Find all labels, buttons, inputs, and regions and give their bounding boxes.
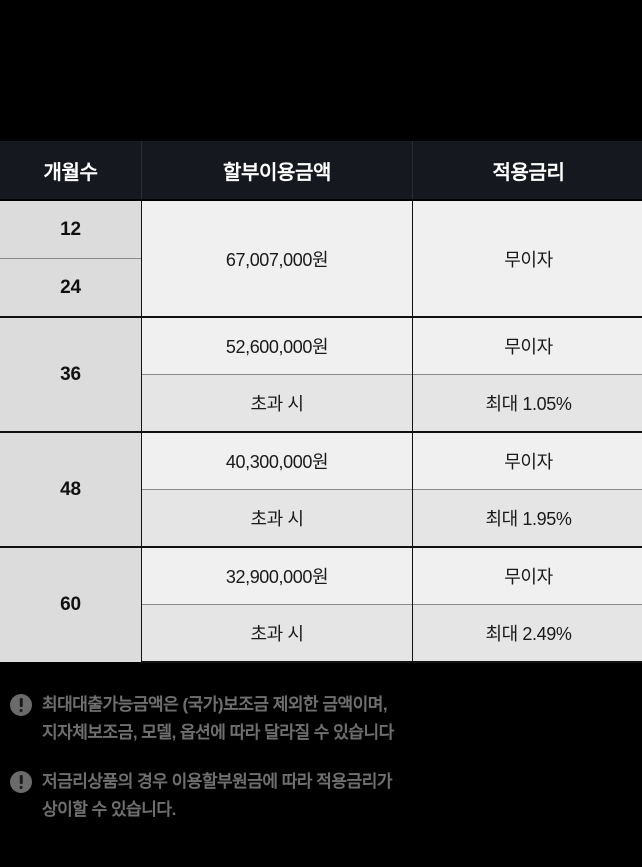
table-body: 12 67,007,000원 무이자 24 36 52,600,000원 무이자… [0, 199, 642, 663]
rate-cell-60: 무이자 [412, 546, 642, 605]
footnote-text: 저금리상품의 경우 이용할부원금에 따라 적용금리가 상이할 수 있습니다. [42, 772, 392, 819]
footnotes: 최대대출가능금액은 (국가)보조금 제외한 금액이며, 지자체보조금, 모델, … [0, 663, 642, 824]
table-row: 초과 시 최대 1.95% [0, 489, 642, 547]
month-cell-24: 24 [0, 258, 142, 317]
table-row: 36 52,600,000원 무이자 [0, 316, 642, 432]
amount-cell-36: 52,600,000원 [141, 316, 413, 375]
table-header-row: 개월수 할부이용금액 적용금리 [0, 141, 642, 201]
exclamation-circle-icon [10, 771, 32, 794]
amount-cell-48-excess: 초과 시 [141, 489, 413, 547]
amount-cell-60: 32,900,000원 [141, 546, 413, 605]
table-row: 12 67,007,000원 무이자 [0, 199, 642, 317]
month-cell-48: 48 [0, 431, 142, 547]
column-header-rate: 적용금리 [412, 141, 642, 201]
footnote-text: 최대대출가능금액은 (국가)보조금 제외한 금액이며, 지자체보조금, 모델, … [42, 695, 394, 742]
column-header-amount: 할부이용금액 [141, 141, 413, 201]
rate-cell-36: 무이자 [412, 316, 642, 375]
footnote-item: 최대대출가능금액은 (국가)보조금 제외한 금액이며, 지자체보조금, 모델, … [0, 691, 642, 746]
exclamation-circle-icon [10, 694, 32, 716]
footnote-item: 저금리상품의 경우 이용할부원금에 따라 적용금리가 상이할 수 있습니다. [0, 768, 642, 823]
table-row: 24 [0, 258, 642, 317]
rate-cell-48-excess: 최대 1.95% [412, 489, 642, 547]
installment-rate-table: 개월수 할부이용금액 적용금리 12 67,007,000원 무이자 24 36… [0, 141, 642, 663]
amount-cell-36-excess: 초과 시 [141, 374, 413, 432]
rate-cell-60-excess: 최대 2.49% [412, 604, 642, 663]
table-row: 60 32,900,000원 무이자 [0, 546, 642, 662]
table-row: 초과 시 최대 2.49% [0, 604, 642, 663]
amount-cell-48: 40,300,000원 [141, 431, 413, 490]
rate-cell-36-excess: 최대 1.05% [412, 374, 642, 432]
month-cell-60: 60 [0, 546, 142, 662]
rate-cell-48: 무이자 [412, 431, 642, 490]
table-row: 초과 시 최대 1.05% [0, 374, 642, 432]
table-row: 48 40,300,000원 무이자 [0, 431, 642, 547]
rate-cell-12-24: 무이자 [412, 199, 642, 317]
amount-cell-12-24: 67,007,000원 [141, 199, 413, 317]
month-cell-12: 12 [0, 199, 142, 259]
amount-cell-60-excess: 초과 시 [141, 604, 413, 663]
table-header: 개월수 할부이용금액 적용금리 [0, 141, 642, 201]
top-spacer [0, 0, 642, 141]
month-cell-36: 36 [0, 316, 142, 432]
column-header-months: 개월수 [0, 141, 142, 201]
